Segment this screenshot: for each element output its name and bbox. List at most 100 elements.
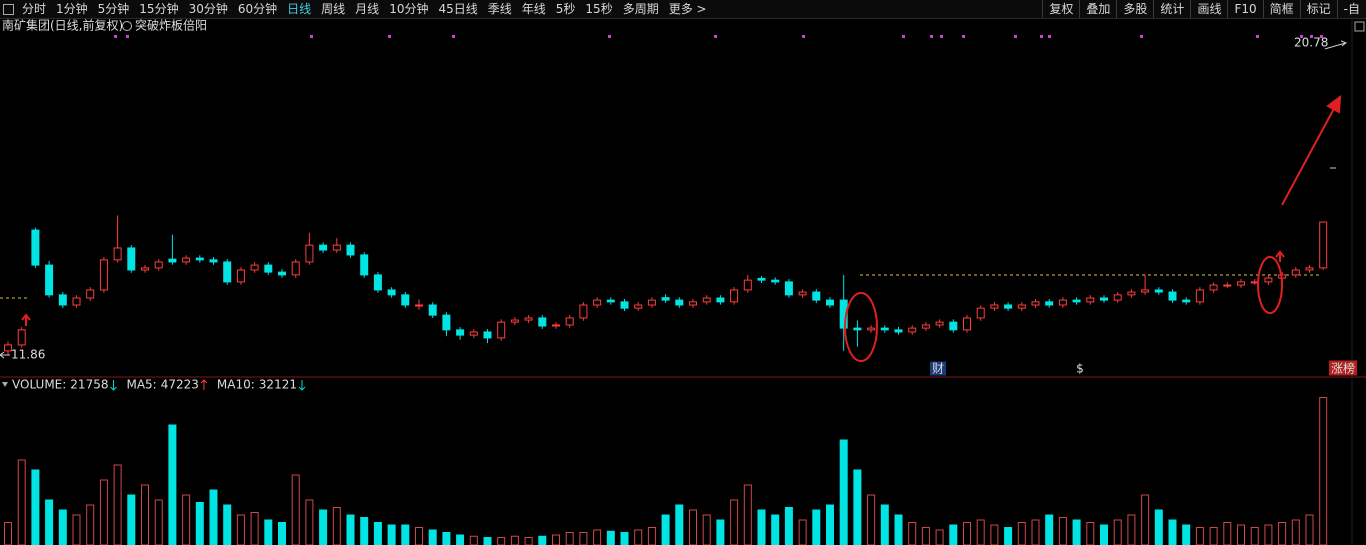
volume-bar	[976, 519, 985, 545]
period-tab[interactable]: 周线	[321, 2, 346, 16]
tool-button[interactable]: F10	[1227, 0, 1262, 18]
volume-bar	[798, 519, 807, 545]
candle-body	[552, 324, 560, 327]
tool-button[interactable]: 标记	[1299, 0, 1337, 18]
candle-body	[127, 247, 136, 271]
volume-bar	[154, 499, 163, 545]
candle-body	[469, 331, 478, 336]
candle-body	[771, 279, 780, 283]
volume-bar	[141, 484, 149, 545]
candle-body	[524, 317, 533, 321]
volume-bar	[1195, 527, 1204, 545]
period-tab[interactable]: 45日线	[438, 2, 478, 16]
panel-button[interactable]	[1354, 21, 1365, 32]
candle-body	[113, 247, 122, 261]
candle-body	[963, 317, 971, 331]
period-tab[interactable]: 年线	[521, 2, 546, 16]
volume-bar	[1058, 517, 1067, 545]
period-tab[interactable]: 5秒	[555, 2, 576, 16]
period-tab[interactable]: 更多 >	[668, 2, 707, 16]
volume-bar	[1182, 524, 1191, 545]
volume-bar	[456, 534, 465, 545]
period-tab[interactable]: 月线	[355, 2, 380, 16]
candle-body	[812, 291, 821, 301]
candle-body	[647, 299, 656, 306]
volume-bar	[497, 537, 506, 545]
volume-bar	[647, 527, 656, 545]
candle-body	[935, 321, 944, 326]
low-label: 11.86	[11, 348, 45, 362]
candle-body	[1154, 289, 1163, 293]
volume-bar	[579, 532, 588, 545]
volume-bar	[620, 532, 629, 545]
candle-body	[209, 259, 218, 263]
candle-body	[58, 294, 67, 306]
event-marker: 财	[932, 362, 944, 376]
settings-icon[interactable]	[122, 21, 132, 31]
candle-body	[319, 244, 328, 251]
candle-body	[1058, 299, 1067, 306]
candle-body	[1182, 299, 1191, 303]
tool-button[interactable]: 复权	[1042, 0, 1079, 18]
candle-body	[346, 244, 355, 256]
high-label: 20.78	[1294, 35, 1328, 49]
period-tab[interactable]: 5分钟	[97, 2, 130, 16]
tool-button[interactable]: 简框	[1262, 0, 1300, 18]
volume-bar	[1141, 494, 1150, 545]
tool-button[interactable]: -自	[1336, 0, 1366, 18]
event-badge	[929, 361, 947, 376]
candle-body	[223, 261, 232, 283]
volume-bar	[182, 494, 191, 545]
volume-bar	[1278, 522, 1287, 545]
volume-bar	[1113, 519, 1122, 545]
candle-body	[291, 261, 300, 276]
event-marker: $	[1076, 362, 1084, 376]
period-tab[interactable]: 1分钟	[56, 2, 88, 16]
candle-body	[456, 329, 465, 336]
legend-value: 21758	[70, 378, 108, 392]
period-tab[interactable]: 15秒	[585, 2, 613, 16]
volume-bar	[195, 502, 204, 545]
volume-bar	[4, 522, 12, 545]
period-tab[interactable]: 多周期	[622, 2, 659, 16]
period-tab[interactable]: 15分钟	[139, 2, 179, 16]
volume-bar	[86, 504, 95, 545]
tool-button[interactable]: 多股	[1116, 0, 1153, 18]
candle-body	[31, 229, 40, 266]
volume-bar	[415, 527, 423, 545]
candle-body	[675, 299, 684, 306]
volume-bar	[332, 507, 341, 545]
candle-body	[853, 327, 862, 331]
period-tabs: 分时 1分钟 5分钟 15分钟 30分钟 60分钟 日线 周线 月线 10分钟 45日线 季线 年线 5秒…	[0, 0, 712, 18]
period-tab[interactable]: 分时	[22, 2, 47, 16]
tool-button[interactable]: 叠加	[1079, 0, 1116, 18]
volume-bar	[469, 535, 478, 545]
candle-body	[757, 277, 766, 281]
candle-body	[360, 254, 369, 276]
menu-icon[interactable]	[3, 4, 14, 15]
candle-body	[894, 329, 903, 333]
volume-bar	[908, 522, 917, 545]
period-tab[interactable]: 10分钟	[389, 2, 429, 16]
tool-buttons: 复权 叠加 多股 统计 画线 F10 简框 标记 -自	[1042, 0, 1366, 18]
period-tab[interactable]: 日线	[287, 2, 312, 16]
candle-body	[1017, 304, 1026, 309]
volume-bar	[1264, 524, 1273, 545]
candle-body	[17, 329, 26, 346]
period-tab[interactable]: 60分钟	[237, 2, 278, 16]
volume-bar	[31, 469, 40, 545]
volume-bar	[291, 474, 300, 545]
volume-bar	[606, 530, 615, 545]
volume-bar	[401, 524, 410, 545]
volume-bar	[1319, 397, 1328, 545]
period-tab[interactable]: 季线	[487, 2, 512, 16]
candle-body	[1305, 267, 1314, 271]
candle-body	[264, 264, 273, 273]
tool-button[interactable]: 统计	[1153, 0, 1190, 18]
volume-bar	[552, 534, 560, 545]
candle-body	[1209, 284, 1218, 291]
period-tab[interactable]: 30分钟	[188, 2, 228, 16]
tool-button[interactable]: 画线	[1190, 0, 1227, 18]
candle-body	[1113, 294, 1122, 301]
